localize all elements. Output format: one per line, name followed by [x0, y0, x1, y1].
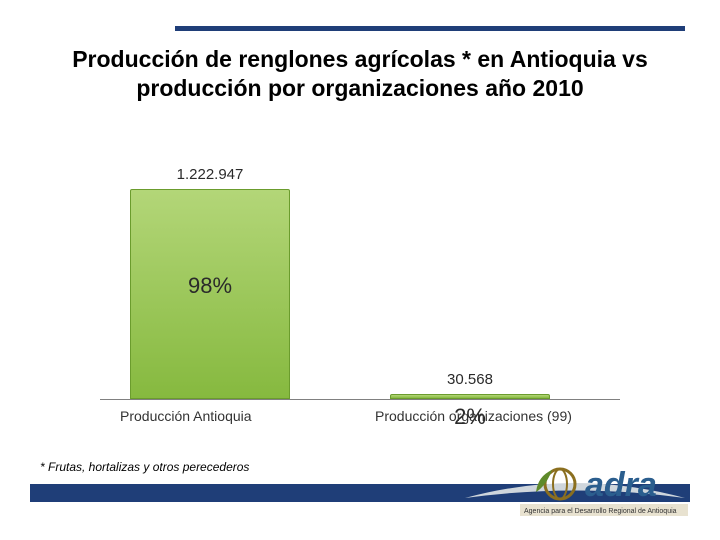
- category-label: Producción Antioquia: [120, 408, 252, 424]
- footnote: * Frutas, hortalizas y otros perecederos: [40, 460, 249, 474]
- production-chart: 1.222.947 98% 30.568 2% Producción Antio…: [100, 160, 620, 440]
- bar-value-label: 1.222.947: [177, 166, 244, 183]
- slide: Producción de renglones agrícolas * en A…: [0, 0, 720, 540]
- chart-plot-area: 1.222.947 98% 30.568 2%: [100, 160, 620, 400]
- slide-title: Producción de renglones agrícolas * en A…: [40, 45, 680, 103]
- bar-value-label: 30.568: [447, 371, 493, 388]
- bar-antioquia: 1.222.947 98%: [130, 189, 290, 399]
- logo-text: adra: [585, 466, 657, 504]
- adra-logo: adra Agencia para el Desarrollo Regional…: [460, 458, 690, 520]
- x-axis: [100, 399, 620, 400]
- bar-organizaciones: 30.568 2%: [390, 394, 550, 399]
- category-label: Producción organizaciones (99): [375, 408, 572, 424]
- logo-subtext: Agencia para el Desarrollo Regional de A…: [524, 508, 677, 515]
- bar-pct-label: 98%: [188, 273, 232, 299]
- top-rule: [175, 26, 685, 31]
